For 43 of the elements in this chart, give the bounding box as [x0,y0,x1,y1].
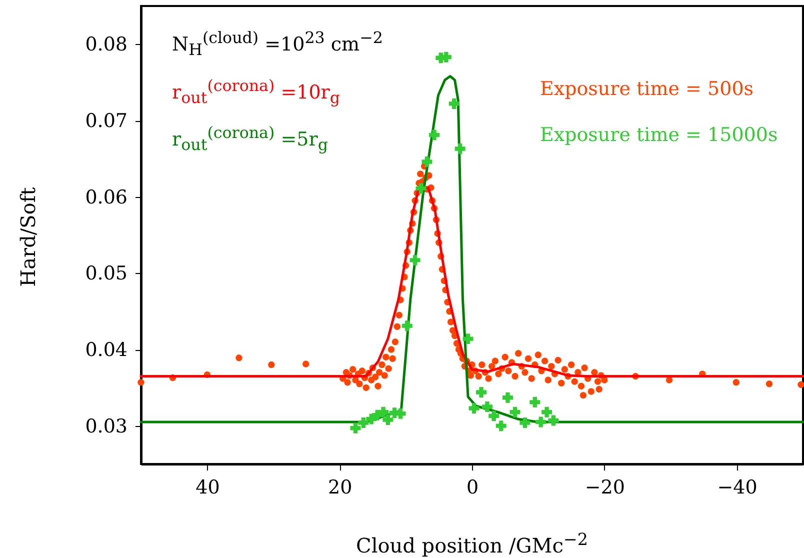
y-axis-title: Hard/Soft [16,187,40,287]
point [502,392,513,403]
text: Exposure time = 15000s [540,124,778,146]
point [496,420,506,432]
point [429,130,440,140]
point [350,422,361,434]
y-tick-label: 0.04 [85,339,128,361]
point [462,334,474,344]
point [536,416,546,428]
point [378,406,389,418]
point [382,414,394,425]
x-tick-label: 0 [466,476,479,498]
y-tick-label: 0.07 [85,110,128,132]
point [468,403,480,414]
point [358,418,369,428]
point [454,144,466,154]
point [520,418,530,428]
y-tick-label: 0.05 [85,262,128,285]
point [448,98,460,109]
x-tick-label: −20 [584,476,625,498]
point [482,402,492,412]
point [542,406,552,418]
point [422,156,432,167]
text: r$_{out}$$^{(corona)}$ =5r$_{g}$ [172,123,328,154]
point [395,408,406,419]
point [402,320,412,332]
x-tick-label: −40 [717,476,758,498]
point [548,415,559,426]
x-axis-title: Cloud position /GMc$^{−2}$ [355,530,589,558]
point [410,254,420,266]
x-tick-label: 40 [196,476,220,498]
y-tick-label: 0.08 [85,34,128,56]
y-tick-label: 0.03 [85,415,128,438]
point [476,387,487,398]
y-tick-label: 0.06 [85,186,128,208]
x-tick-label: 20 [328,476,352,498]
point [530,396,540,408]
point [416,183,426,194]
point [488,410,500,422]
text: Exposure time = 500s [540,78,754,100]
text: r$_{out}$$^{(corona)}$ =10r$_{g}$ [172,76,340,108]
annotation: N$_{H}$$^{(cloud)}$ =10$^{23}$ cm$^{−2}$ [172,28,383,60]
point [510,406,520,418]
